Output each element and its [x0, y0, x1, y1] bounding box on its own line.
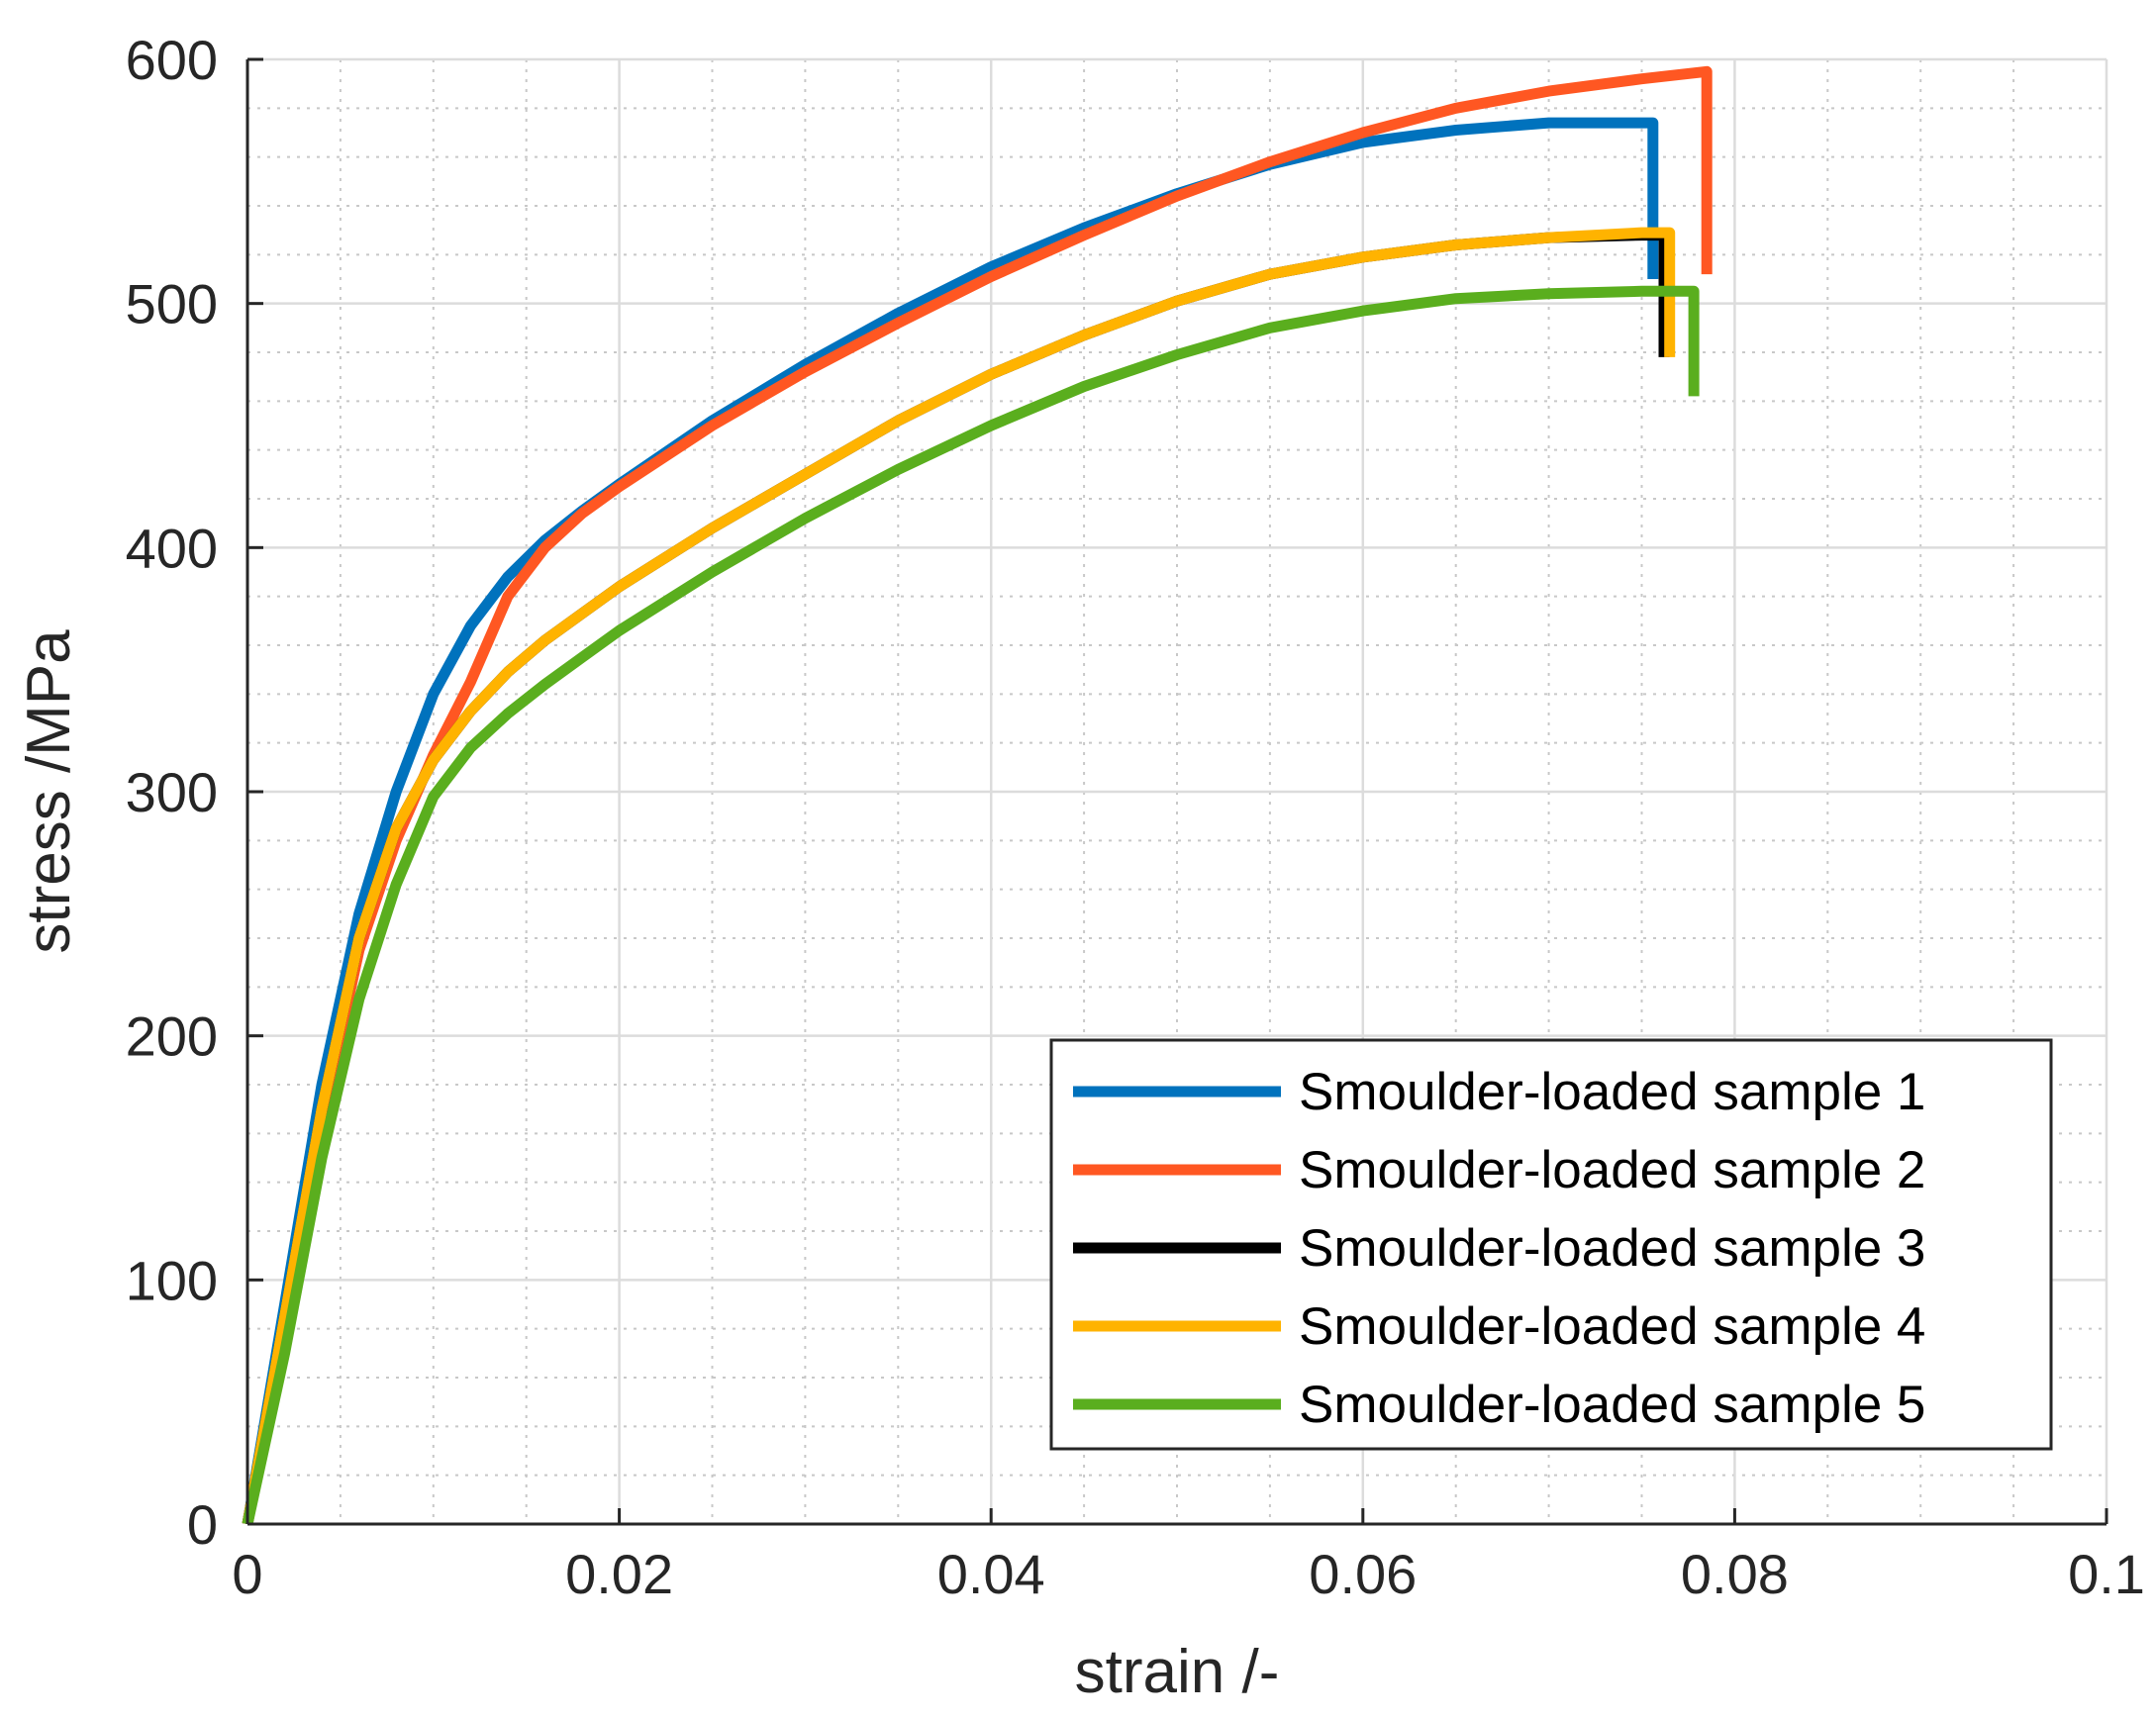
- legend-label-1: Smoulder-loaded sample 1: [1299, 1063, 1925, 1121]
- x-tick-label: 0.1: [2068, 1543, 2145, 1605]
- series-line-4: [242, 227, 1676, 1525]
- y-tick-label: 200: [126, 1005, 218, 1068]
- y-axis-title: stress /MPa: [15, 629, 83, 954]
- y-tick-label: 300: [126, 761, 218, 823]
- x-tick-label: 0.04: [937, 1543, 1045, 1605]
- plot-lines: [242, 65, 1713, 1526]
- legend-label-2: Smoulder-loaded sample 2: [1299, 1141, 1925, 1199]
- legend-label-5: Smoulder-loaded sample 5: [1299, 1376, 1925, 1434]
- y-tick-label: 500: [126, 273, 218, 335]
- x-tick-label: 0.06: [1309, 1543, 1417, 1605]
- legend-label-4: Smoulder-loaded sample 4: [1299, 1297, 1925, 1356]
- y-tick-label: 0: [187, 1493, 218, 1556]
- x-tick-label: 0.08: [1681, 1543, 1789, 1605]
- y-tick-label: 100: [126, 1249, 218, 1311]
- legend: Smoulder-loaded sample 1 Smoulder-loaded …: [1049, 1038, 2053, 1451]
- x-tick-label: 0.02: [565, 1543, 673, 1605]
- y-ticks: 0 100 200 300 400 500 600: [126, 29, 263, 1556]
- series-line-5: [242, 285, 1700, 1526]
- legend-label-3: Smoulder-loaded sample 3: [1299, 1219, 1925, 1278]
- x-ticks: 0 0.02 0.04 0.06 0.08 0.1: [232, 1508, 2145, 1605]
- y-tick-label: 400: [126, 517, 218, 579]
- x-tick-label: 0: [232, 1543, 262, 1605]
- y-tick-label: 600: [126, 29, 218, 91]
- x-axis-title: strain /-: [1075, 1638, 1280, 1706]
